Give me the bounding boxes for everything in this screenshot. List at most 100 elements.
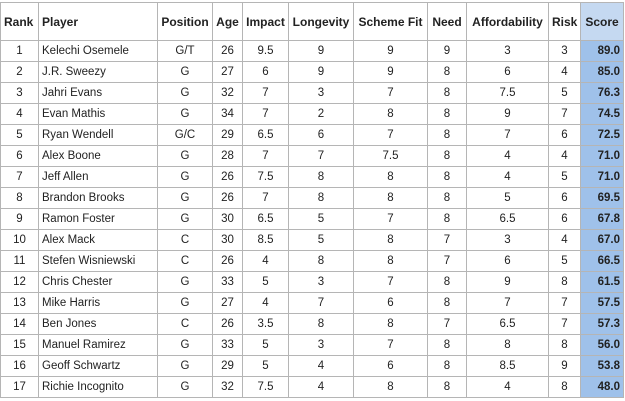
column-header: Position [157,2,213,41]
table-cell: J.R. Sweezy [38,61,158,83]
table-cell: 6 [288,124,354,146]
table-cell: 27 [212,292,243,314]
column-header: Player [38,2,158,41]
table-cell: 5 [0,124,39,146]
table-cell: 4 [288,376,354,398]
table-cell: G [157,61,213,83]
table-cell: 4 [466,145,549,167]
table-cell: 8 [548,271,581,293]
table-cell: 15 [0,334,39,356]
table-cell: 9 [288,40,354,62]
table-cell: Ryan Wendell [38,124,158,146]
score-cell: 85.0 [580,61,624,83]
table-cell: 8 [353,250,428,272]
column-header: Age [212,2,243,41]
table-cell: G [157,82,213,104]
table-cell: 3 [548,40,581,62]
table-cell: 7 [548,313,581,335]
table-cell: 8.5 [466,355,549,377]
table-cell: 6 [548,124,581,146]
table-cell: 32 [212,82,243,104]
header-row: Rank Player Position Age Impact Longevity Sche… [0,2,624,41]
score-cell: 48.0 [580,376,624,398]
table-cell: 6 [466,250,549,272]
table-cell: Alex Boone [38,145,158,167]
table-cell: 4 [242,250,289,272]
score-cell: 69.5 [580,187,624,209]
table-cell: G [157,145,213,167]
table-cell: 8 [548,376,581,398]
table-cell: 8 [288,250,354,272]
table-cell: 6 [0,145,39,167]
table-cell: 5 [242,271,289,293]
score-cell: 71.0 [580,145,624,167]
table-cell: G/T [157,40,213,62]
table-cell: Stefen Wisniewski [38,250,158,272]
table-cell: 7 [353,271,428,293]
table-cell: 26 [212,187,243,209]
table-cell: 30 [212,208,243,230]
table-row: 13 Mike Harris G 27 4 7 6 8 7 7 57.5 [0,292,624,314]
table-cell: 7 [427,250,467,272]
column-header: Need [427,2,467,41]
table-cell: Kelechi Osemele [38,40,158,62]
table-cell: Jeff Allen [38,166,158,188]
table-row: 8 Brandon Brooks G 26 7 8 8 8 5 6 69.5 [0,187,624,209]
table-cell: 1 [0,40,39,62]
table-cell: Geoff Schwartz [38,355,158,377]
table-cell: 9.5 [242,40,289,62]
table-cell: Ben Jones [38,313,158,335]
table-cell: 5 [288,229,354,251]
table-cell: 12 [0,271,39,293]
table-cell: 32 [212,376,243,398]
table-cell: 7 [353,82,428,104]
table-cell: 27 [212,61,243,83]
score-cell: 56.0 [580,334,624,356]
table-cell: 8 [427,334,467,356]
table-row: 17 Richie Incognito G 32 7.5 4 8 8 4 8 48.0 [0,376,624,398]
table-cell: 9 [0,208,39,230]
table-cell: 26 [212,250,243,272]
table-cell: 7 [0,166,39,188]
score-cell: 67.0 [580,229,624,251]
score-cell: 71.0 [580,166,624,188]
table-cell: 8 [427,355,467,377]
table-cell: 9 [466,103,549,125]
table-cell: 7 [427,313,467,335]
table-cell: G [157,103,213,125]
table-cell: 7 [242,145,289,167]
table-cell: 8 [427,208,467,230]
table-row: 1 Kelechi Osemele G/T 26 9.5 9 9 9 3 3 89.0 [0,40,624,62]
score-cell: 53.8 [580,355,624,377]
table-cell: 4 [288,355,354,377]
table-cell: C [157,250,213,272]
score-cell: 89.0 [580,40,624,62]
table-cell: Ramon Foster [38,208,158,230]
table-cell: 3 [288,334,354,356]
table-cell: Mike Harris [38,292,158,314]
table-cell: 9 [548,355,581,377]
table-cell: 7 [288,145,354,167]
table-cell: 7 [548,103,581,125]
table-cell: 5 [548,166,581,188]
table-cell: 5 [548,250,581,272]
table-cell: 7 [427,229,467,251]
table-cell: G [157,355,213,377]
table-cell: 3 [288,271,354,293]
score-cell: 61.5 [580,271,624,293]
column-header: Affordability [466,2,549,41]
table-row: 5 Ryan Wendell G/C 29 6.5 6 7 8 7 6 72.5 [0,124,624,146]
table-cell: G [157,292,213,314]
table-cell: 8 [427,292,467,314]
table-cell: Richie Incognito [38,376,158,398]
table-cell: 8 [427,82,467,104]
table-cell: G [157,166,213,188]
table-cell: Manuel Ramirez [38,334,158,356]
table-cell: 11 [0,250,39,272]
table-cell: 8 [427,376,467,398]
table-cell: C [157,313,213,335]
table-cell: 14 [0,313,39,335]
table-cell: 4 [242,292,289,314]
table-cell: 33 [212,334,243,356]
table-cell: 29 [212,124,243,146]
